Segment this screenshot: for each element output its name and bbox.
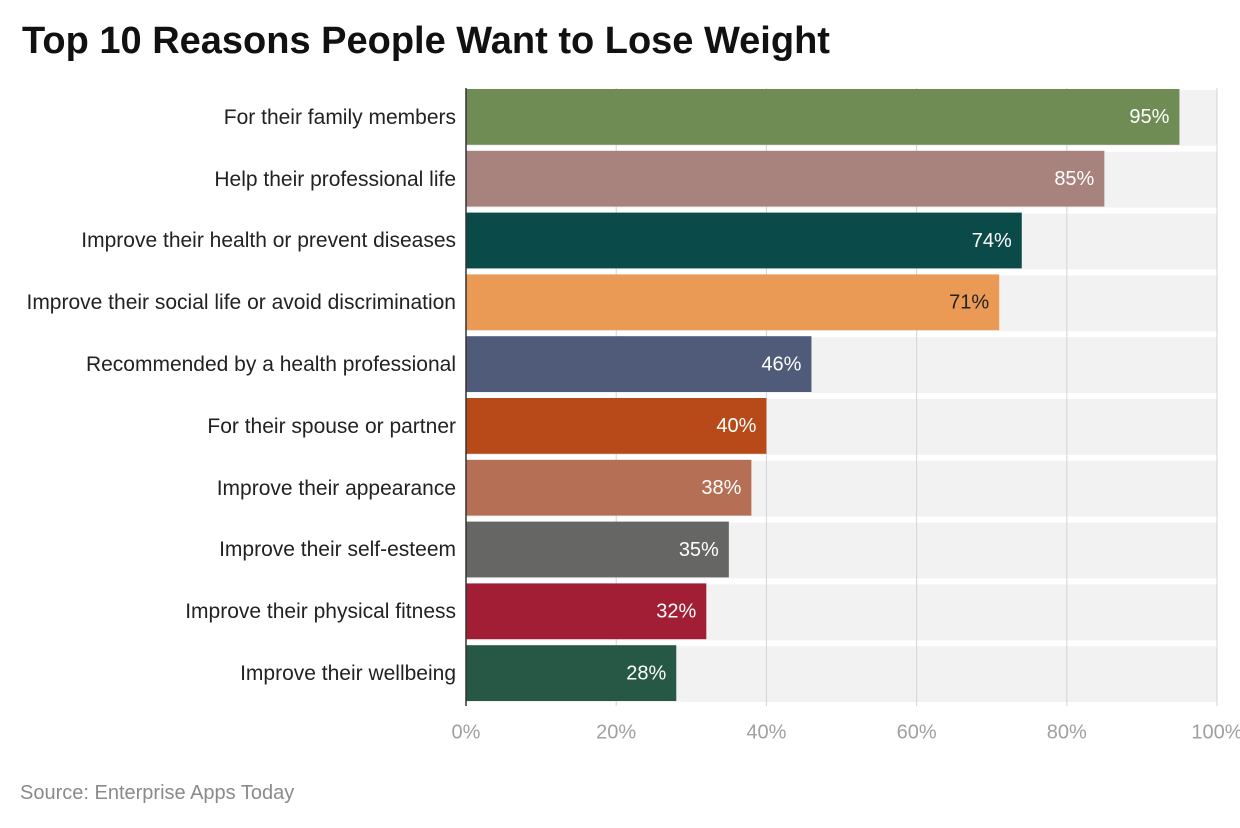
value-label: 95%	[1129, 106, 1169, 128]
bar	[466, 150, 1105, 207]
category-label: Improve their physical fitness	[185, 600, 456, 624]
value-label: 71%	[949, 292, 989, 314]
value-label: 40%	[716, 415, 756, 437]
chart-title: Top 10 Reasons People Want to Lose Weigh…	[22, 20, 830, 62]
x-tick-label: 0%	[452, 721, 481, 743]
x-tick-label: 60%	[897, 721, 937, 743]
category-label: Improve their wellbeing	[240, 662, 456, 686]
bar	[466, 645, 677, 701]
category-label: For their family members	[223, 105, 456, 129]
bar	[466, 459, 752, 516]
category-label: Recommended by a health professional	[85, 353, 456, 377]
bar	[466, 336, 812, 392]
category-label: Improve their social life or avoid discr…	[26, 291, 456, 315]
value-label: 38%	[701, 477, 741, 499]
value-label: 35%	[679, 539, 719, 561]
category-label: Help their professional life	[214, 167, 456, 191]
category-label: Improve their self-esteem	[219, 538, 456, 562]
bar	[466, 398, 767, 454]
bar	[466, 89, 1180, 145]
source: Source: Enterprise Apps Today	[20, 782, 295, 804]
value-label: 85%	[1054, 168, 1094, 190]
x-tick-label: 100%	[1191, 721, 1240, 743]
value-label: 74%	[972, 230, 1012, 252]
bar	[466, 583, 707, 640]
bar	[466, 212, 1022, 269]
value-label: 32%	[656, 601, 696, 623]
category-label: Improve their appearance	[216, 476, 456, 500]
x-tick-label: 40%	[746, 721, 786, 743]
category-label: For their spouse or partner	[207, 414, 456, 438]
bar	[466, 521, 729, 578]
value-label: 46%	[761, 353, 801, 375]
x-tick-label: 80%	[1047, 721, 1087, 743]
bar	[466, 274, 1000, 331]
category-label: Improve their health or prevent diseases	[81, 229, 456, 253]
x-tick-label: 20%	[596, 721, 636, 743]
value-label: 28%	[626, 662, 666, 684]
